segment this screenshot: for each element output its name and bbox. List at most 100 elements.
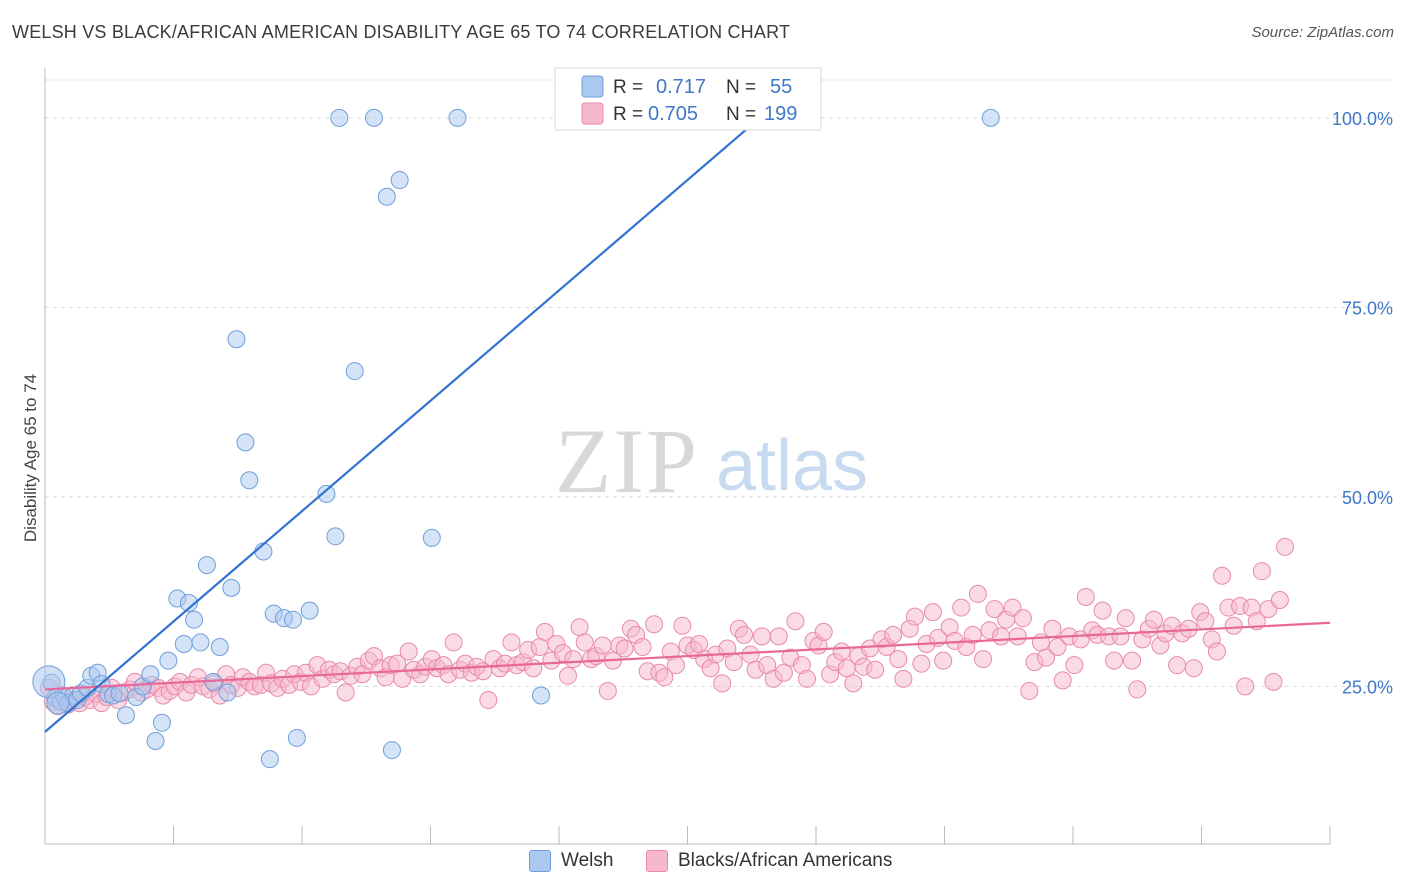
data-point [1105, 651, 1124, 670]
legend-n-value-black: 199 [764, 103, 797, 125]
data-point [1213, 566, 1232, 585]
chart-title: WELSH VS BLACK/AFRICAN AMERICAN DISABILI… [12, 22, 791, 42]
data-point [673, 616, 692, 635]
data-point [240, 471, 259, 490]
trend-line-black [44, 621, 1331, 691]
data-point [968, 584, 987, 603]
data-point [152, 713, 171, 732]
data-point [1168, 656, 1187, 675]
data-point [141, 665, 160, 684]
data-point [1013, 609, 1032, 628]
data-point [1128, 680, 1147, 699]
data-point [774, 663, 793, 682]
data-point [191, 633, 210, 652]
data-point [963, 625, 982, 644]
data-point [382, 741, 401, 760]
data-point [981, 108, 1000, 127]
data-point [399, 642, 418, 661]
data-point [236, 433, 255, 452]
legend-r-value-black: 0.705 [648, 103, 698, 125]
data-point [985, 600, 1004, 619]
data-point [422, 528, 441, 547]
data-point [786, 612, 805, 631]
trend-lines [44, 101, 1331, 733]
data-point [832, 642, 851, 661]
data-point [1264, 672, 1283, 691]
data-point [894, 669, 913, 688]
data-point [598, 681, 617, 700]
data-point [116, 706, 135, 725]
data-point [564, 650, 583, 669]
data-point [558, 666, 577, 685]
data-point [530, 637, 549, 656]
data-point [1048, 637, 1067, 656]
data-point [992, 627, 1011, 646]
data-point [974, 650, 993, 669]
legend-r-label-black: R = [613, 104, 643, 125]
data-point [479, 691, 498, 710]
data-point [724, 653, 743, 672]
data-point [934, 651, 953, 670]
data-point [300, 601, 319, 620]
data-point [260, 750, 279, 769]
data-point [532, 686, 551, 705]
source-label: Source: ZipAtlas.com [1251, 24, 1394, 41]
data-point [1184, 659, 1203, 678]
data-point [46, 691, 70, 715]
legend-bottom-swatch-black [646, 850, 668, 872]
legend-swatch-welsh [581, 75, 604, 98]
data-point [448, 108, 467, 127]
legend-swatch-black [581, 102, 604, 125]
data-point [377, 187, 396, 206]
y-tick-label: 50.0% [1342, 488, 1393, 508]
trend-line-welsh [44, 101, 779, 733]
data-point [1116, 609, 1135, 628]
data-point [146, 731, 165, 750]
legend-bottom-label-black: Blacks/African Americans [678, 850, 893, 871]
data-point [735, 625, 754, 644]
data-point [1053, 671, 1072, 690]
data-point [814, 622, 833, 641]
data-point [1008, 627, 1027, 646]
legend-bottom-welsh: Welsh [529, 850, 613, 872]
y-tick-labels: 25.0% 50.0% 75.0% 100.0% [1332, 109, 1393, 698]
data-point [390, 171, 409, 190]
data-point [1093, 601, 1112, 620]
data-point [1144, 610, 1163, 629]
legend-bottom-swatch-welsh [529, 850, 551, 872]
data-point [218, 683, 237, 702]
data-point [866, 660, 885, 679]
data-point [741, 645, 760, 664]
data-point [798, 669, 817, 688]
grid-lines [45, 79, 1392, 687]
data-point [1196, 612, 1215, 631]
data-point [884, 625, 903, 644]
legend-bottom: Welsh Blacks/African Americans [0, 850, 1406, 878]
data-point [179, 594, 198, 613]
scatter-chart: ZIP atlas 25.0%50.0%75.0%100.0% 0.0%100.… [21, 67, 1393, 845]
data-point [593, 636, 612, 655]
data-point [1123, 651, 1142, 670]
data-point [1111, 627, 1130, 646]
axes [44, 68, 1331, 845]
data-point [889, 650, 908, 669]
data-point [615, 639, 634, 658]
data-point [330, 108, 349, 127]
data-point [1224, 616, 1243, 635]
data-point [753, 627, 772, 646]
data-point [185, 610, 204, 629]
data-point [444, 633, 463, 652]
data-point [1065, 656, 1084, 675]
data-point [633, 637, 652, 656]
data-point [1270, 590, 1289, 609]
legend-n-value-welsh: 55 [770, 76, 792, 98]
y-tick-label: 75.0% [1342, 298, 1393, 318]
data-point [174, 634, 193, 653]
legend-n-label-welsh: N = [726, 77, 756, 98]
data-point [690, 634, 709, 653]
data-point [655, 668, 674, 687]
data-point [197, 556, 216, 575]
legend-bottom-black: Blacks/African Americans [646, 850, 892, 872]
data-point [502, 633, 521, 652]
y-axis-label: Disability Age 65 to 74 [21, 374, 40, 542]
